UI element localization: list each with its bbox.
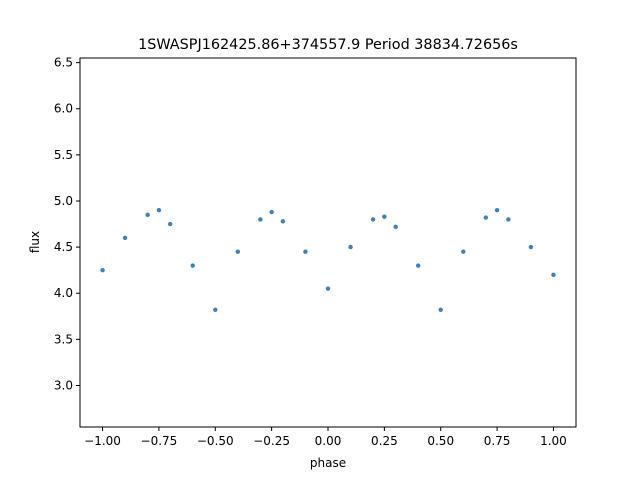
y-axis-label: flux — [28, 231, 42, 253]
data-point — [122, 235, 128, 241]
x-tick-label: −0.50 — [197, 434, 234, 448]
x-axis-ticks: −1.00 −0.75 −0.50 −0.25 0.00 0.25 0.50 0.75 1.00 — [84, 427, 567, 448]
x-tick-label: −1.00 — [84, 434, 121, 448]
data-point — [348, 244, 353, 250]
y-tick-label: 6.5 — [54, 56, 73, 70]
x-tick-label: 0.75 — [484, 434, 511, 448]
data-point — [190, 263, 195, 268]
data-point — [461, 249, 466, 254]
y-tick-label: 4.0 — [54, 286, 73, 300]
data-point — [213, 307, 218, 313]
y-tick-label: 3.5 — [54, 332, 73, 346]
y-tick-label: 6.0 — [54, 102, 73, 116]
y-tick-label: 5.0 — [54, 194, 73, 208]
data-point — [528, 244, 534, 250]
y-axis-ticks: 3.0 3.5 4.0 4.5 5.0 5.5 6.0 6.5 — [54, 56, 80, 392]
data-point — [506, 217, 511, 222]
data-point — [167, 221, 173, 227]
data-point — [494, 208, 500, 213]
data-point — [100, 267, 105, 273]
x-tick-label: 1.00 — [540, 434, 567, 448]
x-tick-label: 0.25 — [371, 434, 398, 448]
data-point — [551, 272, 556, 277]
data-point — [269, 209, 274, 215]
data-point — [258, 217, 263, 222]
data-point — [325, 286, 331, 291]
data-point — [156, 208, 162, 213]
data-point — [303, 249, 308, 254]
data-point — [393, 224, 398, 230]
y-tick-label: 4.5 — [54, 240, 73, 254]
y-tick-label: 3.0 — [54, 378, 73, 392]
data-point — [415, 263, 421, 268]
data-point — [145, 212, 150, 218]
x-tick-label: 0.50 — [427, 434, 454, 448]
data-point — [370, 217, 376, 222]
data-point — [438, 307, 443, 313]
data-point — [280, 219, 286, 224]
y-tick-label: 5.5 — [54, 148, 73, 162]
data-point — [382, 214, 387, 219]
x-tick-label: 0.00 — [315, 434, 342, 448]
data-point — [483, 215, 489, 220]
x-tick-label: −0.25 — [253, 434, 290, 448]
chart-title: 1SWASPJ162425.86+374557.9 Period 38834.7… — [138, 37, 518, 53]
x-tick-label: −0.75 — [141, 434, 178, 448]
x-axis-label: phase — [310, 456, 346, 470]
data-point — [235, 249, 241, 254]
scatter-points — [100, 208, 556, 313]
